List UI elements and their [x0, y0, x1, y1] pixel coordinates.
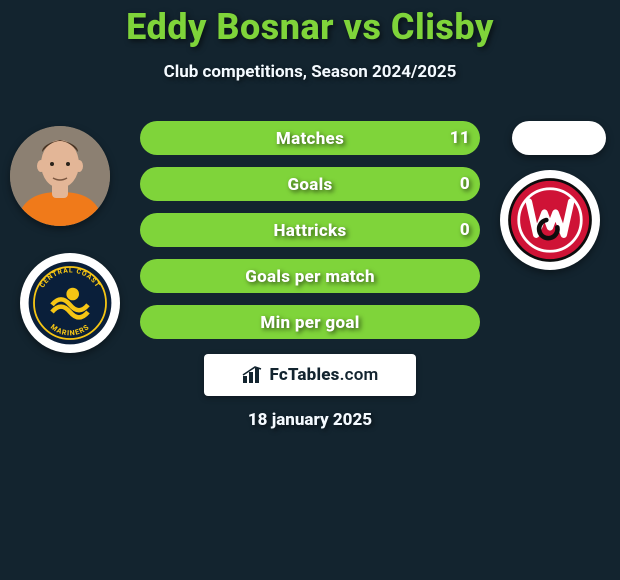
player-left-avatar	[10, 126, 110, 226]
stat-row-matches: Matches 11	[140, 121, 480, 155]
club-left-crest: CENTRAL COAST MARINERS	[20, 253, 120, 353]
stat-label: Min per goal	[260, 313, 359, 333]
subtitle: Club competitions, Season 2024/2025	[0, 62, 620, 82]
stat-value: 0	[460, 167, 470, 201]
stat-row-min-per-goal: Min per goal	[140, 305, 480, 339]
stats-block: Matches 11 Goals 0 Hattricks 0 Goals per…	[140, 121, 480, 351]
player-right-avatar	[512, 121, 606, 155]
stat-label: Hattricks	[273, 221, 346, 241]
mariners-crest-icon: CENTRAL COAST MARINERS	[25, 258, 115, 348]
date: 18 january 2025	[0, 410, 620, 430]
brand-name: FcTables	[270, 365, 340, 385]
photo-portrait-icon	[10, 126, 110, 226]
stat-row-hattricks: Hattricks 0	[140, 213, 480, 247]
club-right-crest	[500, 170, 600, 270]
bar-chart-icon	[242, 366, 264, 384]
brand-suffix: .com	[340, 365, 379, 385]
stat-value: 0	[460, 213, 470, 247]
stat-label: Matches	[276, 129, 344, 149]
brand-box: FcTables.com	[204, 354, 416, 396]
stat-row-goals: Goals 0	[140, 167, 480, 201]
stat-label: Goals	[287, 175, 332, 195]
stat-row-goals-per-match: Goals per match	[140, 259, 480, 293]
stat-value: 11	[450, 121, 470, 155]
wanderers-crest-icon	[504, 174, 596, 266]
stat-label: Goals per match	[245, 267, 375, 287]
page-title: Eddy Bosnar vs Clisby	[0, 0, 620, 48]
